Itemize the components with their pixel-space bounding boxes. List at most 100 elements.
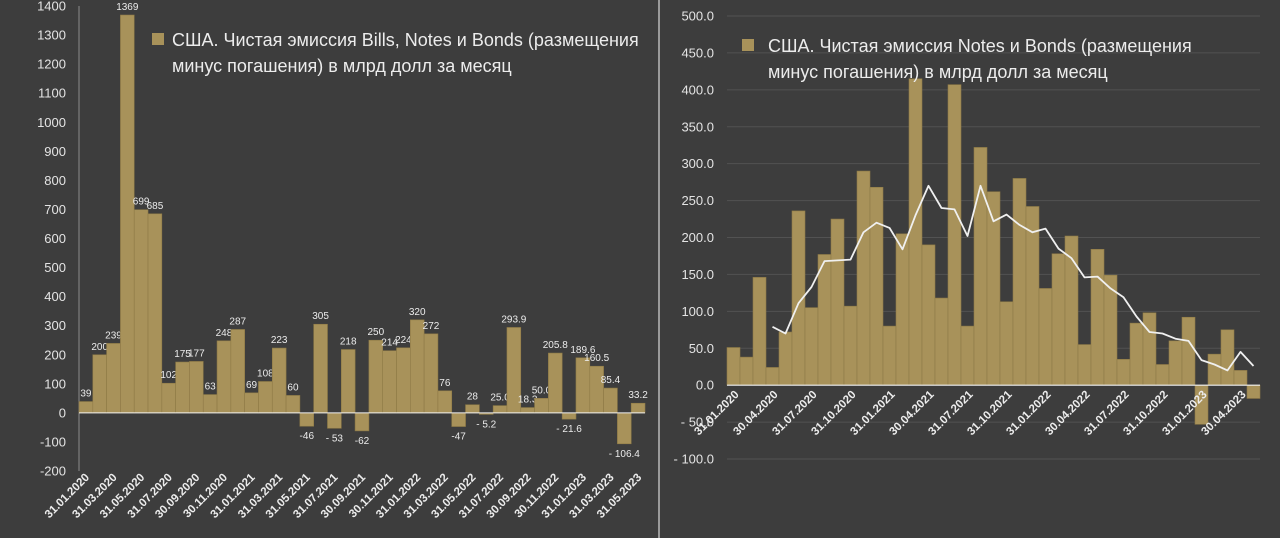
- bar: [133, 209, 149, 414]
- bar: [396, 347, 411, 414]
- y-tick-label: 400: [44, 289, 66, 304]
- bar: [202, 394, 218, 414]
- y-tick-label: - 100.0: [674, 452, 714, 467]
- data-label: 224: [395, 335, 412, 346]
- bar: [999, 301, 1014, 386]
- bar: [856, 170, 871, 386]
- data-label: 305: [312, 311, 329, 322]
- bar: [765, 367, 780, 386]
- bar: [534, 398, 549, 414]
- bar: [120, 14, 135, 414]
- bar: [1246, 384, 1261, 399]
- y-tick-label: 500.0: [681, 9, 714, 24]
- legend-swatch: [152, 33, 164, 45]
- data-label: 177: [188, 348, 205, 359]
- data-label: 205.8: [543, 340, 568, 351]
- y-tick-label: 800: [44, 173, 66, 188]
- data-label: 250: [367, 327, 384, 338]
- bar: [1116, 359, 1131, 386]
- data-label: 76: [439, 378, 451, 389]
- data-label: 1369: [116, 2, 139, 13]
- bar: [106, 343, 121, 414]
- y-tick-label: 0: [59, 405, 66, 420]
- moving-average-line: [772, 184, 1255, 372]
- bar: [882, 325, 897, 386]
- y-tick-label: -200: [40, 464, 66, 479]
- bar: [548, 352, 563, 414]
- bar: [410, 319, 425, 414]
- data-label: 85.4: [601, 375, 621, 386]
- y-tick-label: 1400: [37, 0, 66, 14]
- data-label: 28: [467, 392, 479, 403]
- bar: [1012, 178, 1027, 386]
- y-tick-label: 1300: [37, 28, 66, 43]
- data-label: 223: [271, 335, 288, 346]
- data-label: 320: [409, 307, 426, 318]
- y-tick-label: -100: [40, 434, 66, 449]
- data-label: 248: [216, 328, 233, 339]
- bar: [1207, 353, 1222, 386]
- bar: [830, 218, 845, 386]
- bar: [1220, 329, 1235, 386]
- bar: [1051, 253, 1066, 386]
- bar: [575, 357, 591, 414]
- bar: [1142, 312, 1157, 386]
- data-label: 18.3: [518, 395, 538, 406]
- data-label: 108: [257, 368, 274, 379]
- data-label: 160.5: [584, 353, 609, 364]
- y-tick-label: 250.0: [681, 193, 714, 208]
- data-label: 63: [205, 382, 217, 393]
- bar: [1025, 206, 1040, 386]
- data-label: - 21.6: [556, 424, 582, 435]
- bar: [451, 412, 466, 427]
- y-tick-label: 300.0: [681, 156, 714, 171]
- y-tick-label: 500: [44, 260, 66, 275]
- bar: [726, 347, 741, 386]
- legend-text: США. Чистая эмиссия Notes и Bonds (разме…: [768, 36, 1192, 56]
- bar: [908, 78, 923, 386]
- bar: [1077, 344, 1092, 386]
- bar: [804, 307, 819, 386]
- data-label: 293.9: [501, 314, 526, 325]
- bar: [271, 347, 287, 414]
- data-label: 175: [174, 349, 191, 360]
- bar: [630, 402, 646, 414]
- bar: [895, 233, 910, 386]
- bar: [1129, 322, 1144, 386]
- data-label: -47: [451, 432, 466, 443]
- bar: [368, 339, 384, 414]
- bar: [492, 405, 508, 414]
- y-tick-label: 300: [44, 318, 66, 333]
- bar: [1168, 340, 1183, 386]
- bar: [354, 412, 370, 432]
- bar: [1090, 249, 1105, 386]
- bar: [921, 244, 936, 386]
- bar: [561, 412, 577, 420]
- bar: [92, 354, 107, 414]
- data-label: 60: [287, 382, 299, 393]
- y-tick-label: 50.0: [689, 341, 714, 356]
- data-label: 69: [246, 380, 258, 391]
- bar: [258, 381, 273, 414]
- bar: [189, 361, 204, 414]
- bar: [739, 356, 754, 386]
- bar: [285, 395, 301, 414]
- legend-text: минус погашения) в млрд долл за месяц: [172, 56, 512, 76]
- bar: [423, 333, 439, 414]
- data-label: 699: [133, 197, 150, 208]
- bar: [313, 323, 328, 414]
- data-label: 685: [147, 201, 164, 212]
- y-tick-label: 1000: [37, 115, 66, 130]
- y-tick-label: 450.0: [681, 45, 714, 60]
- data-label: - 5.2: [476, 419, 496, 430]
- y-tick-label: 100.0: [681, 304, 714, 319]
- y-tick-label: 700: [44, 202, 66, 217]
- legend-swatch: [742, 39, 754, 51]
- bar: [161, 382, 176, 414]
- bar: [934, 297, 949, 386]
- bar: [603, 387, 618, 414]
- bar: [78, 401, 94, 414]
- legend-text: США. Чистая эмиссия Bills, Notes и Bonds…: [172, 30, 639, 50]
- y-tick-label: 600: [44, 231, 66, 246]
